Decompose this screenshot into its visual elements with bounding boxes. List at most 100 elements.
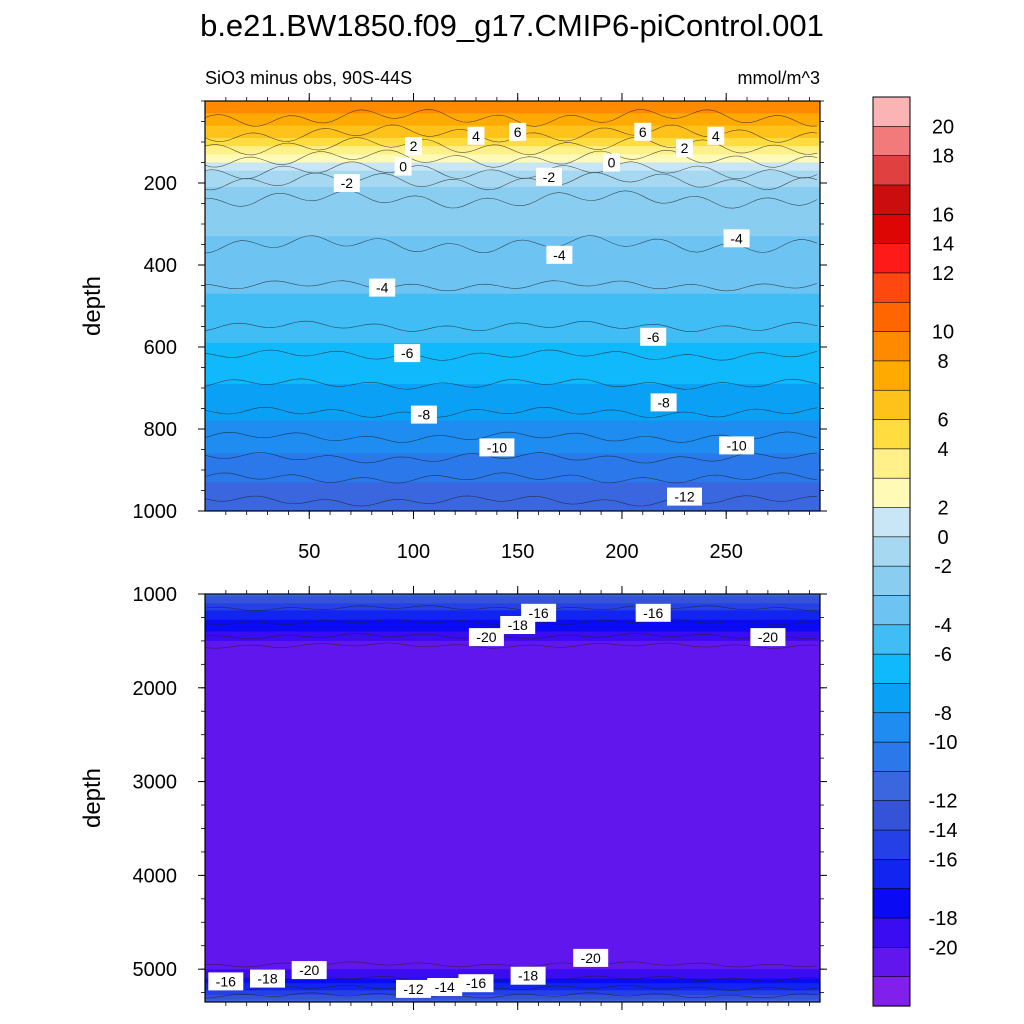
contour-band xyxy=(205,318,820,324)
contour-band xyxy=(205,936,820,940)
contour-band xyxy=(205,146,820,151)
contour-band xyxy=(205,995,820,999)
contour-band xyxy=(205,657,820,661)
contour-band xyxy=(205,708,820,712)
contour-band xyxy=(205,687,820,691)
contour-band xyxy=(205,265,820,270)
colorbar-label: 8 xyxy=(937,351,948,373)
contour-band xyxy=(205,244,820,250)
contour-label: -2 xyxy=(333,174,360,192)
contour-band xyxy=(205,379,820,385)
contour-line xyxy=(205,235,818,254)
contour-line xyxy=(205,984,818,991)
contour-label: 4 xyxy=(467,126,485,145)
contour-band xyxy=(205,830,820,834)
contour-label-text: -2 xyxy=(341,175,354,191)
contour-band xyxy=(205,894,820,898)
contour-band xyxy=(205,183,820,188)
contour-band xyxy=(205,732,820,736)
subtitle-right: mmol/m^3 xyxy=(738,68,820,88)
contour-label-box xyxy=(640,327,667,346)
contour-band xyxy=(205,741,820,745)
contour-band xyxy=(205,950,820,954)
colorbar-label: 4 xyxy=(937,439,948,461)
contour-band xyxy=(205,676,820,680)
contour-label: -18 xyxy=(500,616,536,634)
contour-band xyxy=(205,776,820,780)
x-tick-label: 100 xyxy=(397,541,430,563)
x-tick-label: 200 xyxy=(605,541,638,563)
contour-label-text: 0 xyxy=(608,155,616,171)
contour-label-text: -20 xyxy=(758,629,778,645)
contour-band xyxy=(205,603,820,607)
contour-line xyxy=(205,109,818,127)
contour-band xyxy=(205,774,820,778)
contour-band xyxy=(205,273,820,279)
contour-band xyxy=(205,713,820,717)
colorbar-label: -4 xyxy=(934,615,952,637)
contour-band xyxy=(205,908,820,912)
contour-label: -12 xyxy=(396,979,431,998)
contour-band xyxy=(205,809,820,813)
contour-label-text: 6 xyxy=(639,124,647,140)
contour-band xyxy=(205,877,820,881)
contour-band xyxy=(205,256,820,262)
contour-band xyxy=(205,690,820,694)
contour-band xyxy=(205,420,820,426)
contour-label-text: 0 xyxy=(399,159,407,175)
contour-band xyxy=(205,240,820,246)
contour-label-text: -18 xyxy=(508,617,528,633)
contour-band xyxy=(205,814,820,818)
contour-band xyxy=(205,880,820,884)
contour-band xyxy=(205,957,820,961)
contour-band xyxy=(205,720,820,724)
contour-band xyxy=(205,807,820,811)
contour-band xyxy=(205,711,820,715)
colorbar-box xyxy=(872,155,911,186)
contour-band xyxy=(205,746,820,750)
contour-band xyxy=(205,404,820,410)
contour-label-text: -20 xyxy=(476,629,496,645)
colorbar-label: 18 xyxy=(932,146,954,168)
colorbar-box xyxy=(872,683,911,714)
contour-band xyxy=(205,798,820,802)
contour-band xyxy=(205,802,820,806)
figure-title: b.e21.BW1850.f09_g17.CMIP6-piControl.001 xyxy=(200,8,824,43)
contour-band xyxy=(205,948,820,952)
contour-label: -4 xyxy=(723,229,750,248)
contour-label: 6 xyxy=(509,122,527,141)
contour-band xyxy=(205,767,820,771)
lower-panel: -16 -16-18-20 -20-20-20-18-16 -18-16-14-12 … xyxy=(79,584,827,1010)
contour-band xyxy=(205,938,820,942)
contour-band xyxy=(205,997,820,1001)
contour-label-box xyxy=(479,438,515,457)
colorbar-label: -12 xyxy=(929,791,958,813)
contour-label-box xyxy=(509,122,527,141)
contour-band xyxy=(205,917,820,921)
contour-band xyxy=(205,645,820,649)
colorbar-box xyxy=(872,301,911,333)
contour-line xyxy=(205,992,818,999)
contour-band xyxy=(205,605,820,609)
contour-band xyxy=(205,694,820,698)
y-tick-label: 3000 xyxy=(133,772,178,794)
contour-label: -16 xyxy=(208,972,244,991)
y-tick-label: 1000 xyxy=(133,501,178,523)
contour-band xyxy=(205,863,820,867)
colorbar: 20181614121086420-2-4-6-8-10-12-14-16-18… xyxy=(872,96,958,1007)
colorbar-box xyxy=(872,624,911,655)
colorbar-box xyxy=(872,800,911,831)
x-tick-label: 250 xyxy=(709,541,742,563)
colorbar-box xyxy=(872,536,911,567)
contour-band xyxy=(205,823,820,827)
contour-band xyxy=(205,861,820,865)
contour-band xyxy=(205,715,820,719)
contour-label: -8 xyxy=(650,393,677,412)
contour-band xyxy=(205,692,820,696)
contour-band xyxy=(205,429,820,434)
contour-label-text: -6 xyxy=(401,345,414,361)
contour-band xyxy=(205,748,820,752)
contour-band xyxy=(205,647,820,651)
colorbar-label: -16 xyxy=(929,849,958,871)
contour-band xyxy=(205,791,820,795)
